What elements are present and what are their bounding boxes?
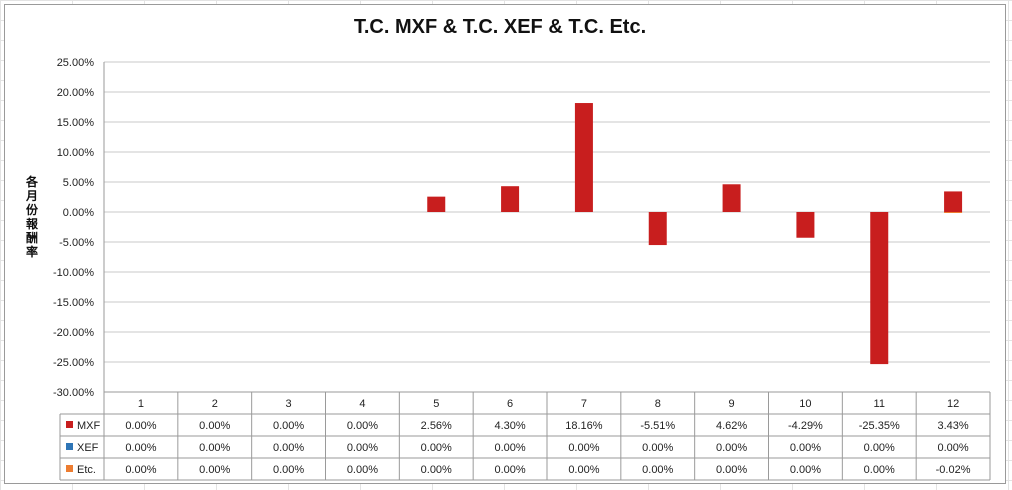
x-tick-label: 3 — [286, 398, 292, 410]
x-tick-label: 12 — [947, 398, 959, 410]
data-label: 0.00% — [864, 442, 895, 454]
x-tick-label: 8 — [655, 398, 661, 410]
data-label: 0.00% — [125, 420, 156, 432]
y-tick-label: 25.00% — [57, 57, 95, 69]
data-label: 0.00% — [273, 442, 304, 454]
data-label: 0.00% — [937, 442, 968, 454]
y-tick-label: -30.00% — [53, 387, 94, 399]
data-label: 0.00% — [790, 464, 821, 476]
data-label: 0.00% — [347, 464, 378, 476]
y-axis-label: 各月份報酬率 — [25, 175, 38, 259]
data-label: 0.00% — [494, 442, 525, 454]
data-label: 0.00% — [642, 464, 673, 476]
legend-key — [66, 443, 73, 450]
bar — [796, 212, 815, 238]
data-label: 0.00% — [421, 464, 452, 476]
x-tick-label: 11 — [874, 398, 885, 410]
bar — [722, 184, 741, 212]
bar — [574, 103, 593, 212]
y-tick-label: 5.00% — [63, 177, 94, 189]
data-label: 18.16% — [565, 420, 603, 432]
legend-entry: MXF — [77, 420, 101, 432]
x-tick-label: 7 — [581, 398, 587, 410]
x-tick-label: 2 — [212, 398, 218, 410]
y-tick-label: 20.00% — [57, 87, 95, 99]
y-tick-label: -10.00% — [53, 267, 94, 279]
x-tick-label: 10 — [799, 398, 811, 410]
data-label: 0.00% — [273, 464, 304, 476]
bar — [501, 186, 520, 212]
data-label: 0.00% — [421, 442, 452, 454]
chart-title: T.C. MXF & T.C. XEF & T.C. Etc. — [353, 16, 647, 38]
x-tick-label: 4 — [359, 398, 365, 410]
data-label: -5.51% — [640, 420, 675, 432]
data-label: 0.00% — [273, 420, 304, 432]
bar — [944, 191, 963, 212]
data-label: 0.00% — [125, 442, 156, 454]
data-label: 0.00% — [199, 464, 230, 476]
x-tick-label: 5 — [433, 398, 439, 410]
data-label: 4.62% — [716, 420, 747, 432]
data-label: 0.00% — [568, 442, 599, 454]
y-tick-label: 15.00% — [57, 117, 95, 129]
x-tick-label: 6 — [507, 398, 513, 410]
data-label: -4.29% — [788, 420, 823, 432]
bar — [648, 212, 667, 246]
y-tick-label: -25.00% — [53, 357, 94, 369]
data-label: 4.30% — [494, 420, 525, 432]
bar — [944, 212, 963, 213]
data-label: 0.00% — [716, 464, 747, 476]
bar — [870, 212, 889, 365]
data-label: 0.00% — [347, 442, 378, 454]
data-label: 0.00% — [347, 420, 378, 432]
data-label: 0.00% — [199, 420, 230, 432]
data-label: 0.00% — [642, 442, 673, 454]
data-label: 0.00% — [716, 442, 747, 454]
y-tick-label: 0.00% — [63, 207, 94, 219]
data-label: 2.56% — [421, 420, 452, 432]
data-label: 0.00% — [568, 464, 599, 476]
data-label: 0.00% — [199, 442, 230, 454]
data-label: -25.35% — [859, 420, 900, 432]
data-label: -0.02% — [936, 464, 971, 476]
data-label: 3.43% — [937, 420, 968, 432]
legend-entry: Etc. — [77, 464, 96, 476]
y-tick-label: -20.00% — [53, 327, 94, 339]
data-label: 0.00% — [494, 464, 525, 476]
x-tick-label: 9 — [729, 398, 735, 410]
x-tick-label: 1 — [138, 398, 144, 410]
legend-key — [66, 421, 73, 428]
y-tick-label: -15.00% — [53, 297, 94, 309]
y-tick-label: 10.00% — [57, 147, 95, 159]
data-label: 0.00% — [790, 442, 821, 454]
chart-area[interactable] — [4, 4, 1006, 484]
data-label: 0.00% — [864, 464, 895, 476]
data-label: 0.00% — [125, 464, 156, 476]
bar — [427, 196, 446, 212]
legend-entry: XEF — [77, 442, 99, 454]
y-tick-label: -5.00% — [59, 237, 94, 249]
legend-key — [66, 465, 73, 472]
